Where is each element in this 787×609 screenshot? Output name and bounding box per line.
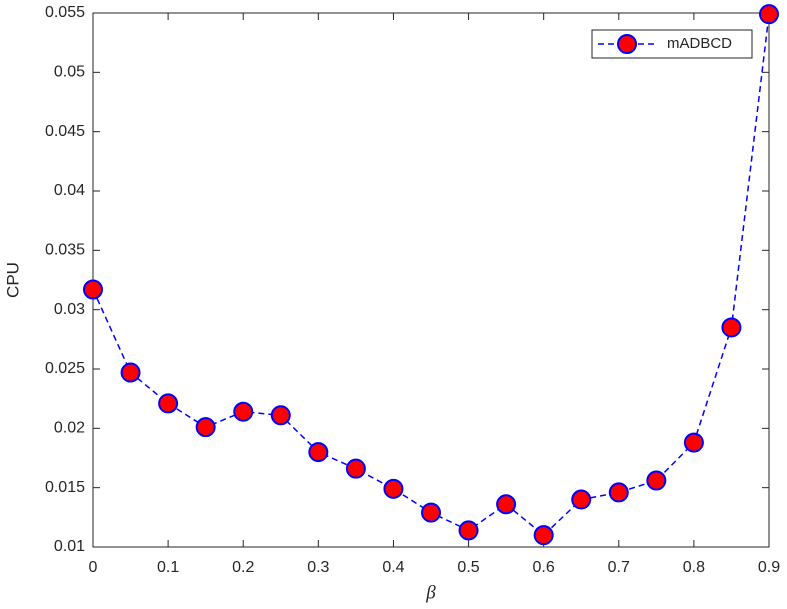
data-point [83, 279, 103, 300]
data-point [308, 442, 329, 463]
data-point [458, 520, 479, 541]
data-point [120, 362, 141, 383]
x-tick-label: 0.2 [232, 559, 254, 576]
x-tick-label: 0.5 [457, 559, 479, 576]
y-tick-label: 0.035 [45, 242, 85, 259]
data-point [533, 525, 554, 546]
data-point [195, 417, 216, 438]
x-tick-label: 0.6 [533, 559, 555, 576]
data-point [759, 4, 779, 25]
y-tick-label: 0.055 [45, 4, 85, 21]
x-tick-label: 0.4 [382, 559, 404, 576]
y-axis-label: CPU [3, 262, 22, 298]
data-point [496, 494, 517, 515]
plot-area [92, 12, 770, 548]
y-tick-label: 0.025 [45, 360, 85, 377]
data-point [421, 502, 441, 523]
data-point [646, 470, 667, 491]
data-point [721, 317, 742, 338]
y-tick-label: 0.04 [54, 182, 85, 199]
y-tick-label: 0.02 [54, 420, 85, 437]
data-point [270, 405, 291, 426]
x-tick-label: 0.9 [758, 559, 780, 576]
legend-marker [617, 34, 637, 54]
legend-label: mADBCD [667, 35, 732, 52]
y-tick-label: 0.05 [54, 64, 85, 81]
data-point [608, 482, 629, 503]
data-point [345, 458, 366, 479]
x-tick-label: 0.8 [683, 559, 705, 576]
x-tick-label: 0.7 [608, 559, 630, 576]
y-tick-label: 0.01 [54, 538, 85, 555]
y-tick-label: 0.045 [45, 123, 85, 140]
data-point [683, 432, 704, 453]
x-axis-label: β [425, 582, 436, 603]
y-tick-label: 0.03 [54, 301, 85, 318]
y-tick-label: 0.015 [45, 479, 85, 496]
data-point [233, 401, 254, 422]
data-point [158, 393, 179, 414]
data-point [383, 478, 404, 499]
x-tick-label: 0.3 [307, 559, 329, 576]
data-point [571, 489, 592, 510]
x-tick-label: 0.1 [157, 559, 179, 576]
x-tick-label: 0 [89, 559, 98, 576]
series-line [92, 14, 770, 537]
